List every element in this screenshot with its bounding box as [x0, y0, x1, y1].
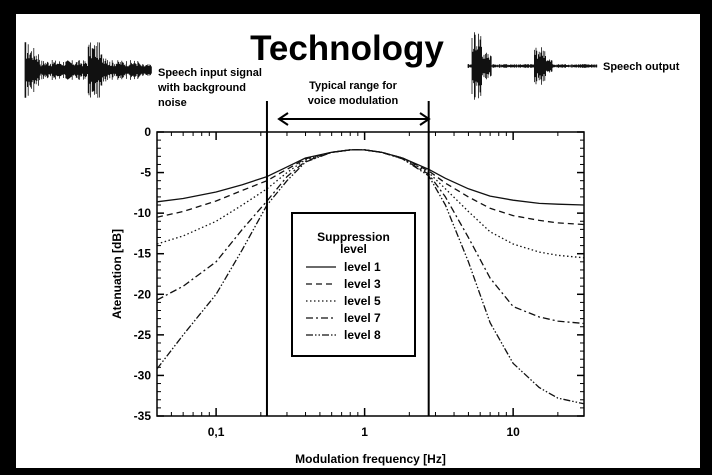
series-line-level-8: [156, 149, 585, 405]
waveform-trace: [467, 32, 598, 100]
y-tick-label: -15: [134, 247, 152, 261]
input-caption-line2: with background: [157, 82, 246, 94]
attenuation-chart: 0 -5 -10 -15 -20 -25 -30 -35 0,1 1 10 Atenuation …: [110, 101, 585, 466]
x-axis: 0,1 1 10: [156, 132, 585, 439]
range-markers: [265, 101, 430, 416]
waveform-trace: [24, 42, 152, 98]
legend-items: level 1 level 3 level 5 level 7 level 8: [306, 260, 381, 342]
y-tick-label: -20: [134, 287, 152, 301]
y-tick-label: 0: [144, 125, 151, 139]
input-caption-line1: Speech input signal: [158, 67, 262, 79]
x-tick-label: 1: [361, 425, 368, 439]
range-caption-line2: voice modulation: [308, 95, 399, 107]
y-tick-label: -10: [134, 206, 152, 220]
plot-frame: [156, 131, 585, 417]
speech-output-waveform: [467, 32, 598, 100]
output-caption: Speech output: [603, 61, 680, 73]
legend-label: level 5: [344, 294, 381, 308]
x-tick-label: 0,1: [208, 425, 225, 439]
speech-input-waveform: [24, 42, 152, 98]
input-caption-line3: noise: [158, 97, 187, 109]
y-axis: 0 -5 -10 -15 -20 -25 -30 -35: [134, 125, 584, 423]
x-tick-label: 10: [506, 425, 520, 439]
legend-box: [291, 212, 416, 357]
y-tick-label: -30: [134, 368, 152, 382]
legend-title-line1: Suppression: [317, 230, 390, 244]
y-axis-label: Atenuation [dB]: [110, 229, 124, 319]
legend-title-line2: level: [340, 242, 367, 256]
legend-label: level 3: [344, 277, 381, 291]
legend-label: level 1: [344, 260, 381, 274]
range-caption-line1: Typical range for: [309, 80, 398, 92]
y-tick-label: -35: [134, 409, 152, 423]
y-tick-label: -25: [134, 328, 152, 342]
legend-label: level 8: [344, 328, 381, 342]
page-title: Technology: [250, 29, 444, 68]
y-tick-label: -5: [140, 166, 151, 180]
series-layer: [156, 149, 585, 405]
series-line-level-3: [156, 149, 585, 226]
x-axis-label: Modulation frequency [Hz]: [295, 452, 446, 466]
legend-label: level 7: [344, 311, 381, 325]
